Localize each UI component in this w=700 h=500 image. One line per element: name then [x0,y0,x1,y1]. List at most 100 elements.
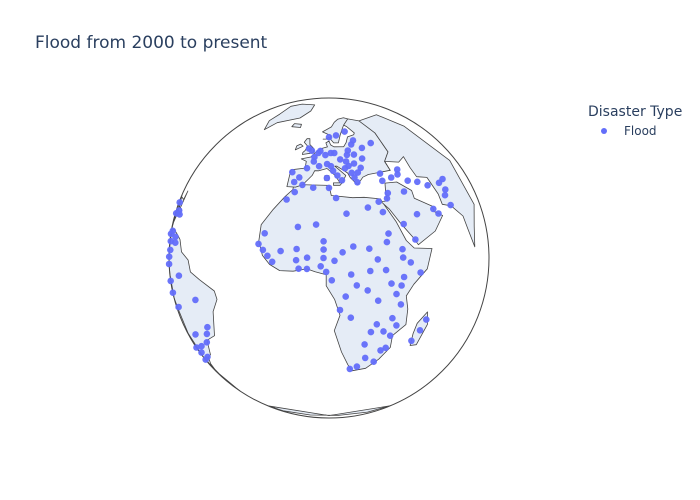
flood-marker[interactable] [334,172,341,179]
flood-marker[interactable] [376,170,384,177]
flood-marker[interactable] [400,273,408,281]
flood-marker[interactable] [383,238,391,246]
flood-marker[interactable] [366,245,373,252]
flood-marker[interactable] [293,245,300,253]
flood-marker[interactable] [192,331,199,338]
flood-marker[interactable] [393,322,400,329]
flood-marker[interactable] [165,253,173,260]
flood-marker[interactable] [361,341,368,348]
flood-marker[interactable] [296,174,303,181]
flood-marker[interactable] [361,354,369,362]
flood-marker[interactable] [203,339,211,346]
flood-marker[interactable] [382,266,390,274]
flood-marker[interactable] [353,363,361,370]
flood-marker[interactable] [169,289,177,297]
flood-marker[interactable] [442,186,449,193]
flood-marker[interactable] [341,165,349,172]
flood-marker[interactable] [322,268,330,276]
flood-marker[interactable] [303,254,311,261]
flood-marker[interactable] [384,189,392,197]
flood-marker[interactable] [408,337,415,345]
flood-marker[interactable] [336,306,344,314]
flood-marker[interactable] [259,246,267,254]
flood-marker[interactable] [268,258,276,266]
flood-marker[interactable] [407,259,415,266]
flood-marker[interactable] [441,191,449,199]
flood-marker[interactable] [295,265,302,273]
flood-marker[interactable] [290,178,298,186]
flood-marker[interactable] [344,147,352,154]
flood-marker[interactable] [367,139,375,147]
flood-marker[interactable] [198,342,205,350]
flood-marker[interactable] [393,166,401,173]
flood-marker[interactable] [385,230,392,237]
flood-marker[interactable] [350,243,357,250]
flood-marker[interactable] [346,365,354,373]
flood-marker[interactable] [320,246,327,253]
flood-marker[interactable] [417,269,424,276]
flood-marker[interactable] [435,179,443,187]
flood-marker[interactable] [364,204,372,211]
flood-marker[interactable] [331,257,338,265]
flood-marker[interactable] [393,290,400,298]
flood-marker[interactable] [323,174,331,182]
flood-marker[interactable] [172,239,179,246]
flood-marker[interactable] [379,177,386,185]
flood-marker[interactable] [192,296,199,304]
flood-marker[interactable] [394,171,401,178]
flood-marker[interactable] [413,210,421,218]
flood-marker[interactable] [329,167,337,175]
flood-marker[interactable] [375,198,383,205]
flood-marker[interactable] [332,132,340,139]
flood-marker[interactable] [289,168,296,176]
flood-marker[interactable] [364,287,372,294]
flood-marker[interactable] [342,293,350,300]
flood-marker[interactable] [204,323,211,331]
flood-marker[interactable] [283,196,290,203]
flood-marker[interactable] [351,174,358,181]
flood-marker[interactable] [414,178,421,186]
flood-marker[interactable] [341,128,348,135]
flood-marker[interactable] [322,151,329,159]
flood-marker[interactable] [430,205,437,213]
flood-marker[interactable] [416,327,424,334]
flood-marker[interactable] [353,282,361,289]
flood-marker[interactable] [424,182,431,189]
flood-marker[interactable] [203,330,211,338]
flood-marker[interactable] [320,238,327,245]
flood-marker[interactable] [328,277,336,284]
flood-marker[interactable] [404,177,412,184]
flood-marker[interactable] [167,277,174,285]
flood-marker[interactable] [338,177,346,184]
flood-marker[interactable] [386,332,394,340]
flood-marker[interactable] [400,220,408,228]
flood-marker[interactable] [397,301,405,308]
flood-marker[interactable] [331,149,338,157]
flood-marker[interactable] [309,184,317,191]
flood-marker[interactable] [447,201,454,209]
flood-marker[interactable] [379,208,387,216]
flood-marker[interactable] [343,210,350,217]
flood-marker[interactable] [350,160,358,167]
flood-marker[interactable] [357,164,365,172]
flood-marker[interactable] [198,349,205,356]
flood-marker[interactable] [310,158,318,165]
flood-marker[interactable] [172,233,179,241]
flood-marker[interactable] [347,314,355,322]
flood-marker[interactable] [261,230,269,237]
flood-marker[interactable] [374,297,382,305]
flood-marker[interactable] [370,358,378,366]
flood-marker[interactable] [339,249,346,256]
flood-marker[interactable] [358,144,366,152]
flood-marker[interactable] [367,328,375,336]
flood-marker[interactable] [175,272,183,280]
flood-marker[interactable] [294,223,302,231]
flood-marker[interactable] [299,181,306,189]
flood-marker[interactable] [349,137,357,144]
flood-marker[interactable] [303,164,311,172]
flood-marker[interactable] [169,227,177,235]
flood-marker[interactable] [374,256,382,263]
flood-marker[interactable] [325,133,333,141]
flood-marker[interactable] [165,260,173,268]
